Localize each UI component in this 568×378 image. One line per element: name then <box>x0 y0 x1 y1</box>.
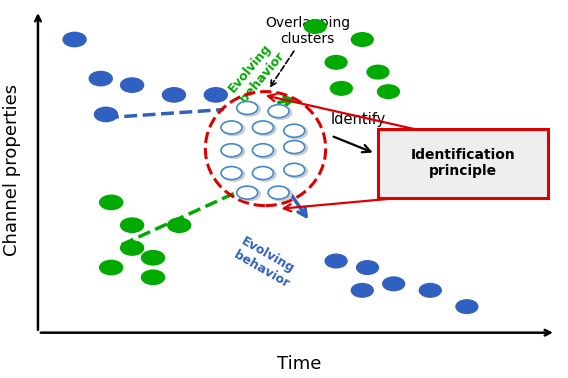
Circle shape <box>268 105 289 118</box>
Circle shape <box>419 284 441 297</box>
Circle shape <box>352 33 373 46</box>
Circle shape <box>223 145 245 158</box>
Circle shape <box>325 254 347 268</box>
Circle shape <box>221 167 242 180</box>
Circle shape <box>357 261 378 274</box>
Text: Evolving
behavior: Evolving behavior <box>232 235 299 290</box>
Text: Evolving
behavior: Evolving behavior <box>226 39 287 105</box>
Circle shape <box>252 144 273 157</box>
Circle shape <box>94 107 118 122</box>
Circle shape <box>221 121 242 134</box>
Circle shape <box>284 163 305 176</box>
Circle shape <box>223 122 245 136</box>
Circle shape <box>270 105 291 119</box>
Circle shape <box>239 187 260 201</box>
Circle shape <box>99 195 123 209</box>
Text: Identification
principle: Identification principle <box>411 148 515 178</box>
Circle shape <box>204 88 227 102</box>
Circle shape <box>237 101 258 115</box>
Circle shape <box>254 145 276 158</box>
Circle shape <box>285 164 307 178</box>
Circle shape <box>141 270 165 285</box>
Text: Overlapping
clusters: Overlapping clusters <box>265 16 350 86</box>
Circle shape <box>285 125 307 139</box>
Circle shape <box>120 218 144 232</box>
Circle shape <box>284 124 305 137</box>
Text: Identify: Identify <box>331 112 386 127</box>
Circle shape <box>367 65 389 79</box>
Circle shape <box>383 277 404 291</box>
Circle shape <box>304 20 326 33</box>
FancyBboxPatch shape <box>378 129 548 197</box>
Circle shape <box>268 186 289 199</box>
Circle shape <box>223 167 245 181</box>
Text: Time: Time <box>277 355 321 373</box>
Circle shape <box>352 284 373 297</box>
Circle shape <box>456 300 478 313</box>
Circle shape <box>221 144 242 157</box>
Text: Channel properties: Channel properties <box>3 84 21 256</box>
Circle shape <box>162 88 186 102</box>
Circle shape <box>378 85 399 98</box>
Circle shape <box>237 186 258 199</box>
Circle shape <box>252 167 273 180</box>
Circle shape <box>120 78 144 92</box>
Circle shape <box>63 33 86 47</box>
Circle shape <box>331 82 352 95</box>
Circle shape <box>254 122 276 136</box>
Circle shape <box>284 141 305 153</box>
Circle shape <box>239 102 260 116</box>
Circle shape <box>254 167 276 181</box>
Circle shape <box>120 241 144 255</box>
Circle shape <box>325 56 347 69</box>
Circle shape <box>252 121 273 134</box>
Circle shape <box>285 141 307 155</box>
Circle shape <box>270 187 291 201</box>
Circle shape <box>141 251 165 265</box>
Circle shape <box>89 71 112 86</box>
Circle shape <box>168 218 191 232</box>
Circle shape <box>99 260 123 275</box>
